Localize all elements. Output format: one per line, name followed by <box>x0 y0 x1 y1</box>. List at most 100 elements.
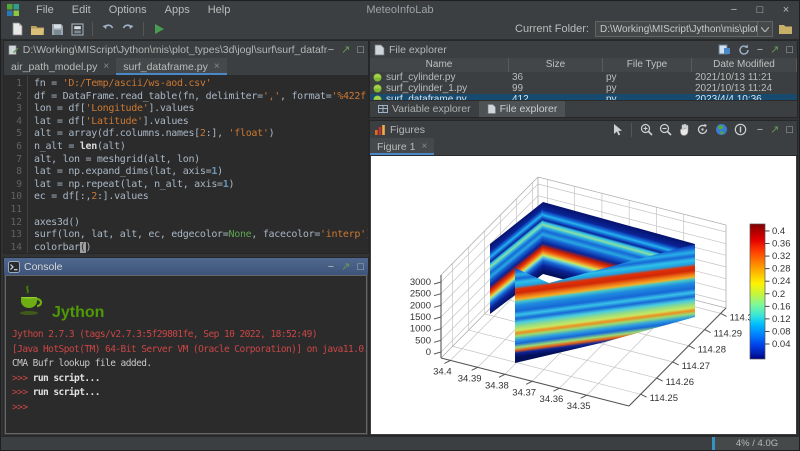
column-header-size[interactable]: Size <box>509 58 603 72</box>
open-in-editor-icon[interactable] <box>718 44 731 55</box>
save-all-button[interactable] <box>67 20 87 38</box>
editor-panel: D:\Working\MIScript\Jython\mis\plot_type… <box>3 40 369 254</box>
code-token: fn = <box>34 78 63 89</box>
code-token: 1 <box>211 166 218 178</box>
console-output[interactable]: Jython Jython 2.7.3 (tags/v2.7.3:5f29801… <box>5 275 367 434</box>
axis-tick-label: 114.28 <box>698 345 726 356</box>
plot-axes: 05001000150020002500300034.434.3934.3834… <box>410 275 753 412</box>
close-tab-icon[interactable]: × <box>421 141 428 152</box>
explorer-tabbar: Variable explorer File explorer <box>370 100 797 117</box>
explorer-tab-file-explorer[interactable]: File explorer <box>478 100 566 117</box>
combo-dropdown-arrow[interactable] <box>757 22 772 36</box>
code-token: 'float' <box>228 128 269 140</box>
figures-panel: Figures <box>369 120 798 436</box>
minimize-panel-icon[interactable]: − <box>756 43 764 56</box>
console-text: >>> <box>12 401 28 413</box>
code-token: ) <box>228 178 235 190</box>
axis-tick-label: 3000 <box>410 277 431 288</box>
redo-button[interactable] <box>118 20 138 38</box>
minimize-panel-icon[interactable]: − <box>756 123 764 136</box>
pointer-icon[interactable] <box>611 123 623 136</box>
file-type-cell: py <box>606 83 617 94</box>
column-header-file-type[interactable]: File Type <box>603 58 692 72</box>
zoom-out-icon[interactable] <box>659 123 672 136</box>
file-size-cell: 412 <box>512 94 529 100</box>
table-row[interactable]: surf_dataframe.py 412 py 2023/4/4 10:36 <box>370 94 797 100</box>
figure-tab[interactable]: Figure 1 × <box>370 138 435 155</box>
code-text[interactable]: fn = 'D:/Temp/ascii/ws-aod.csv' df = Data… <box>28 76 368 253</box>
close-tab-icon[interactable]: × <box>103 61 110 72</box>
code-line: fn = 'D:/Temp/ascii/ws-aod.csv' <box>34 78 368 91</box>
minimize-panel-icon[interactable]: − <box>327 43 335 56</box>
menu-options[interactable]: Options <box>108 4 147 16</box>
float-panel-icon[interactable]: ↗ <box>770 124 780 136</box>
file-name: surf_cylinder.py <box>386 72 456 83</box>
maximize-panel-icon[interactable]: □ <box>786 43 793 56</box>
figures-panel-controls: − ↗ □ <box>756 123 793 137</box>
pan-hand-icon[interactable] <box>678 123 690 136</box>
code-token: alt = array(df.columns.names[ <box>34 128 200 140</box>
undo-button[interactable] <box>98 20 118 38</box>
code-token: 'Latitude' <box>85 115 144 127</box>
table-row[interactable]: surf_cylinder.py 36 py 2021/10/13 11:21 <box>370 72 797 83</box>
file-explorer-panel: File explorer − ↗ □ <box>369 40 798 118</box>
rotate-icon[interactable] <box>696 123 709 136</box>
new-file-button[interactable] <box>7 20 27 38</box>
maximize-panel-icon[interactable]: □ <box>786 123 793 136</box>
menu-help[interactable]: Help <box>207 4 231 16</box>
titlebar: MeteoInfoLab File Edit Options Apps Help − □… <box>1 1 799 19</box>
app-logo-icon <box>7 4 19 16</box>
code-line: lat = df['Latitude'].values <box>34 116 368 129</box>
editor-panel-controls: − ↗ □ <box>327 43 364 57</box>
plot-line <box>537 183 727 233</box>
code-line: lat = np.repeat(lat, n_alt, axis=1) <box>34 179 368 192</box>
menu-apps[interactable]: Apps <box>164 4 190 16</box>
toolbar-separator <box>92 22 93 36</box>
save-button[interactable] <box>47 20 67 38</box>
status-bar: 4% / 4.0G <box>1 436 799 450</box>
column-header-date-modified[interactable]: Date Modified <box>692 58 797 72</box>
minimize-panel-icon[interactable]: − <box>327 260 335 273</box>
menubar: File Edit Options Apps Help <box>27 1 239 19</box>
float-panel-icon[interactable]: ↗ <box>770 44 780 56</box>
code-token: (alt) <box>96 140 126 152</box>
plot-line <box>440 183 539 283</box>
editor-tab-air_path_model-py[interactable]: air_path_model.py × <box>4 58 116 75</box>
current-folder-combobox[interactable]: D:\Working\MIScript\Jython\mis\plot_type… <box>595 21 773 37</box>
refresh-icon[interactable] <box>738 44 750 56</box>
maximize-panel-icon[interactable]: □ <box>357 260 364 273</box>
identify-icon[interactable] <box>734 123 747 136</box>
close-button[interactable]: × <box>782 4 790 16</box>
globe-icon[interactable] <box>715 123 728 136</box>
tab-label: Figure 1 <box>377 140 416 153</box>
line-number: 1 <box>16 78 22 89</box>
jython-logo: Jython <box>14 282 360 322</box>
browse-folder-button[interactable] <box>778 23 793 35</box>
console-icon <box>8 260 20 273</box>
code-editor[interactable]: 1 2 3 4 5 6 7 8 9 10 11 12 13 14 fn = 'D:/Temp/ascii/… <box>4 76 368 253</box>
figure-canvas[interactable]: 05001000150020002500300034.434.3934.3834… <box>371 156 796 434</box>
code-token: ) <box>366 229 368 240</box>
open-folder-button[interactable] <box>27 20 47 38</box>
maximize-button[interactable]: □ <box>756 4 764 16</box>
current-folder-bar: Current Folder: D:\Working\MIScript\Jyth… <box>515 21 793 37</box>
table-row[interactable]: surf_cylinder_1.py 99 py 2021/10/13 11:24 <box>370 83 797 94</box>
zoom-in-icon[interactable] <box>640 123 653 136</box>
close-tab-icon[interactable]: × <box>213 61 220 72</box>
editor-tab-surf_dataframe-py[interactable]: surf_dataframe.py × <box>116 58 228 75</box>
run-script-button[interactable] <box>149 20 169 38</box>
line-number: 5 <box>16 128 22 140</box>
code-line: surf(lon, lat, alt, ec, edgecolor=None, … <box>34 229 368 242</box>
main-area: D:\Working\MIScript\Jython\mis\plot_type… <box>1 40 799 436</box>
explorer-tab-variable-explorer[interactable]: Variable explorer <box>370 101 479 118</box>
minimize-button[interactable]: − <box>730 4 738 16</box>
menu-edit[interactable]: Edit <box>71 4 91 16</box>
axis-tick-label: 0.36 <box>772 239 791 250</box>
float-panel-icon[interactable]: ↗ <box>341 44 351 56</box>
column-header-name[interactable]: Name <box>370 58 509 72</box>
line-number: 12 <box>10 216 22 228</box>
maximize-panel-icon[interactable]: □ <box>357 43 364 56</box>
menu-file[interactable]: File <box>36 4 54 16</box>
float-panel-icon[interactable]: ↗ <box>341 261 351 273</box>
